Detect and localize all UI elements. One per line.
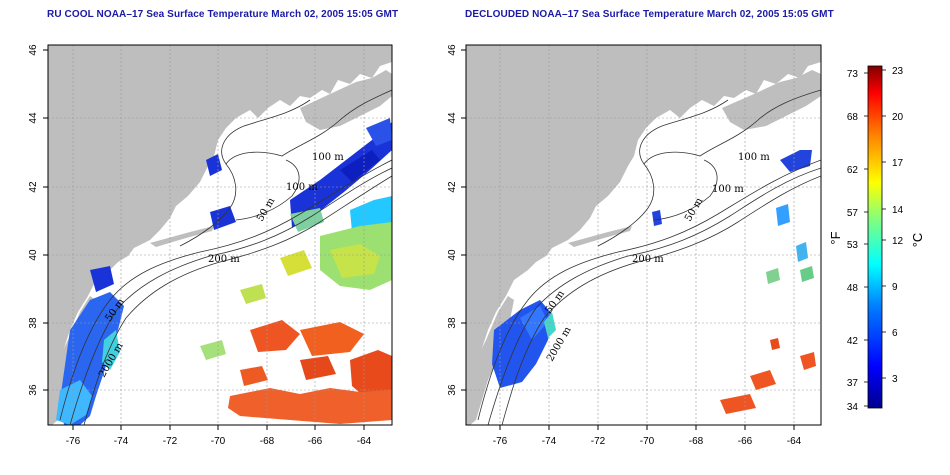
contour-label-100m-north: 100 m — [312, 152, 344, 163]
fahrenheit-tick-labels: 73 68 62 57 53 48 42 37 34 — [847, 69, 859, 413]
celsius-axis-label: °C — [910, 233, 925, 248]
fahrenheit-axis-label: °F — [828, 231, 843, 244]
c-tick-label: 17 — [892, 158, 904, 169]
temperature-colorbar: 73 68 62 57 53 48 42 37 34 23 20 17 14 1… — [828, 65, 925, 413]
c-tick-label: 9 — [892, 282, 898, 293]
x-tick-label: -72 — [591, 436, 606, 447]
y-tick-label: 42 — [28, 181, 39, 193]
map-panel-left: 100 m 100 m 50 m 200 m 50 m 2000 m -76 -… — [28, 44, 393, 447]
land-mass — [466, 45, 821, 410]
x-tick-label: -66 — [738, 436, 753, 447]
f-tick-label: 68 — [847, 112, 859, 123]
f-tick-label: 34 — [847, 402, 859, 413]
x-tick-label: -68 — [260, 436, 275, 447]
map-frame — [465, 44, 822, 426]
y-tick-label: 40 — [28, 249, 39, 261]
contour-label-100m-north: 100 m — [738, 152, 770, 163]
land-mass — [48, 45, 392, 410]
map-panel-right: 100 m 100 m 50 m 200 m 50 m 2000 m -76 -… — [447, 44, 822, 447]
grid-lines — [48, 45, 392, 425]
nova-scotia — [722, 70, 821, 130]
f-tick-label: 53 — [847, 240, 859, 251]
contour-label-100m: 100 m — [712, 184, 744, 195]
c-tick-label: 3 — [892, 374, 898, 385]
colorbar-ticks — [864, 69, 886, 407]
c-tick-label: 14 — [892, 205, 904, 216]
f-tick-label: 57 — [847, 208, 859, 219]
panel-title-left: RU COOL NOAA–17 Sea Surface Temperature … — [47, 9, 399, 20]
x-tick-label: -76 — [66, 436, 81, 447]
y-tick-label: 44 — [28, 112, 39, 124]
long-island — [568, 226, 632, 247]
x-tick-label: -68 — [689, 436, 704, 447]
grid-lines — [466, 45, 821, 425]
x-tick-label: -64 — [787, 436, 802, 447]
axis-ticks — [461, 49, 795, 430]
celsius-tick-labels: 23 20 17 14 12 9 6 3 — [892, 66, 904, 385]
y-tick-label: 46 — [28, 44, 39, 56]
y-tick-label: 46 — [447, 44, 458, 56]
x-tick-labels: -76 -74 -72 -70 -68 -66 -64 — [493, 436, 802, 447]
sst-warm-patches — [228, 320, 392, 424]
x-tick-label: -70 — [640, 436, 655, 447]
x-tick-label: -66 — [308, 436, 323, 447]
bathymetry-contours — [477, 89, 821, 425]
y-tick-label: 38 — [28, 317, 39, 329]
y-tick-labels: 36 38 40 42 44 46 — [447, 44, 458, 396]
y-tick-labels: 36 38 40 42 44 46 — [28, 44, 39, 396]
x-tick-label: -74 — [542, 436, 557, 447]
contour-label-200m: 200 m — [208, 254, 240, 265]
y-tick-label: 38 — [447, 317, 458, 329]
map-frame — [47, 44, 393, 426]
x-tick-label: -76 — [493, 436, 508, 447]
f-tick-label: 48 — [847, 283, 859, 294]
f-tick-label: 62 — [847, 165, 859, 176]
nova-scotia — [300, 70, 392, 130]
bathymetry-contours — [59, 89, 392, 425]
c-tick-label: 6 — [892, 328, 898, 339]
x-tick-label: -64 — [357, 436, 372, 447]
x-tick-labels: -76 -74 -72 -70 -68 -66 -64 — [66, 436, 372, 447]
c-tick-label: 23 — [892, 66, 904, 77]
f-tick-label: 42 — [847, 336, 859, 347]
f-tick-label: 37 — [847, 378, 859, 389]
contour-label-200m: 200 m — [632, 254, 664, 265]
y-tick-label: 42 — [447, 181, 458, 193]
y-tick-label: 40 — [447, 249, 458, 261]
y-tick-label: 36 — [28, 384, 39, 396]
colorbar-gradient — [867, 65, 883, 409]
x-tick-label: -70 — [211, 436, 226, 447]
x-tick-label: -74 — [114, 436, 129, 447]
panel-title-right: DECLOUDED NOAA–17 Sea Surface Temperatur… — [465, 9, 834, 20]
y-tick-label: 44 — [447, 112, 458, 124]
c-tick-label: 20 — [892, 112, 904, 123]
long-island — [150, 226, 214, 247]
sst-mid-patches — [200, 208, 392, 360]
f-tick-label: 73 — [847, 69, 859, 80]
c-tick-label: 12 — [892, 236, 904, 247]
y-tick-label: 36 — [447, 384, 458, 396]
contour-label-100m: 100 m — [286, 182, 318, 193]
x-tick-label: -72 — [163, 436, 178, 447]
axis-ticks — [43, 49, 365, 430]
